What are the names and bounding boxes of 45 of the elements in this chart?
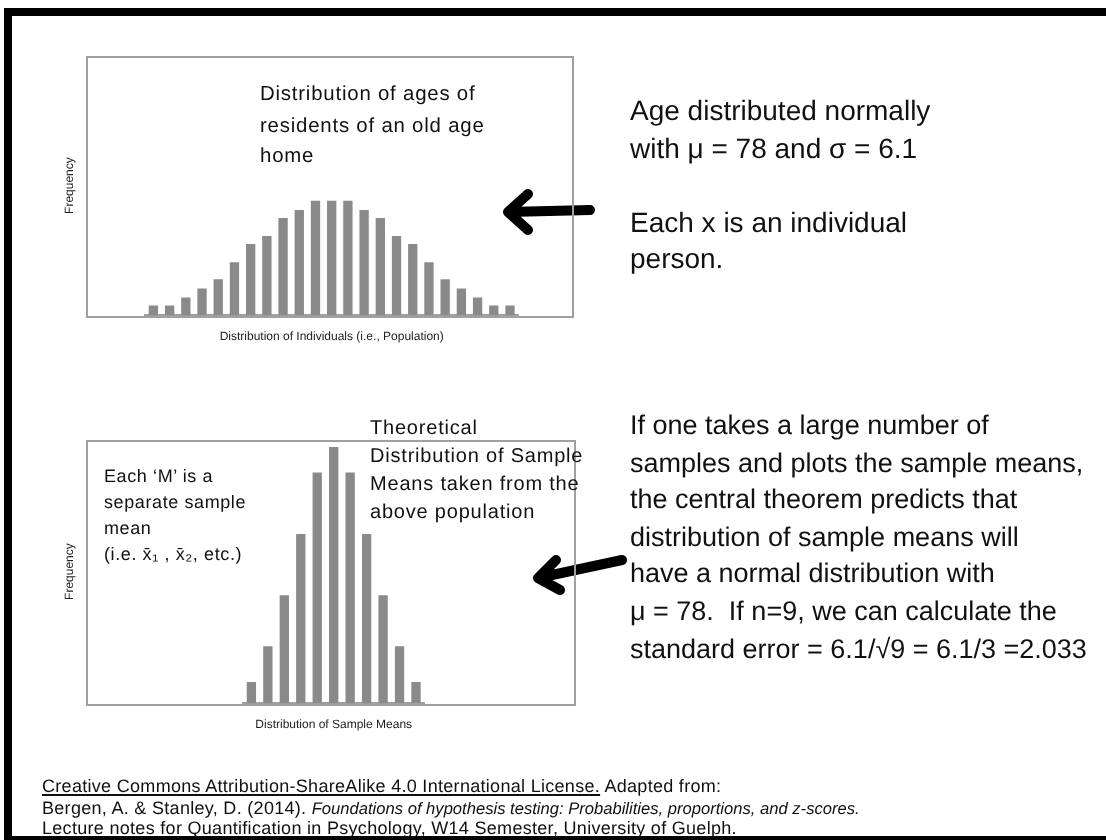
bar [424,262,434,316]
bar [229,262,240,316]
bar [296,533,306,704]
bar [394,646,405,704]
bar [359,209,369,316]
bar [263,646,273,704]
bar [411,682,421,704]
text: Each x is an individual person. [630,204,908,276]
bar [262,236,272,316]
bar [378,595,388,704]
text: Distribution of ages of residents of an old age home [260,82,485,172]
text: Foundations of hypothesis testing: Probabilities, proportions, and z-scores. [311,797,860,817]
annotation: Each ‘M’ is a separate sample mean (i.e. x̄₁ , x̄₂, etc.) [104,464,247,568]
text: If one takes a large number of samples and plots the sample means, the central theorem predicts that distribution of sample means will have a normal distribution with μ = 78. If n=9, we can calculate the standard error = 6.1/√9 = 6.1/3 =2.033 [630,408,1087,668]
text: Adapted from: [604,776,722,796]
text: Lecture notes for Quantification in Psychology, W14 Semester, University of Guelph. [42,818,737,838]
bar [213,279,223,316]
bar [343,200,353,316]
bar [345,472,355,704]
bar [246,682,257,704]
text: Bergen, A. & Stanley, D. (2014). [42,797,307,817]
bar [472,297,483,316]
bar [294,209,304,316]
bar [505,305,515,316]
bar [279,595,289,704]
bar [181,297,191,316]
bar [148,305,159,316]
bar [361,533,372,704]
bar [440,279,450,316]
bar [375,217,385,316]
text: Age distributed normally with μ = 78 and σ = 6.1 [630,92,931,168]
bar [489,305,499,316]
bar [310,200,321,316]
bar [327,200,337,316]
text: Creative Commons Attribution-ShareAlike 4.0 International License. [42,776,601,796]
bar [408,244,418,316]
bar [456,288,467,316]
bar [278,217,288,316]
bar [312,472,322,704]
bar [329,447,339,704]
bar [391,236,402,316]
bar [197,288,207,316]
bar [164,305,175,316]
annotation: Theoretical Distribution of Sample Means taken from the above population [370,416,584,528]
bar [246,244,256,316]
